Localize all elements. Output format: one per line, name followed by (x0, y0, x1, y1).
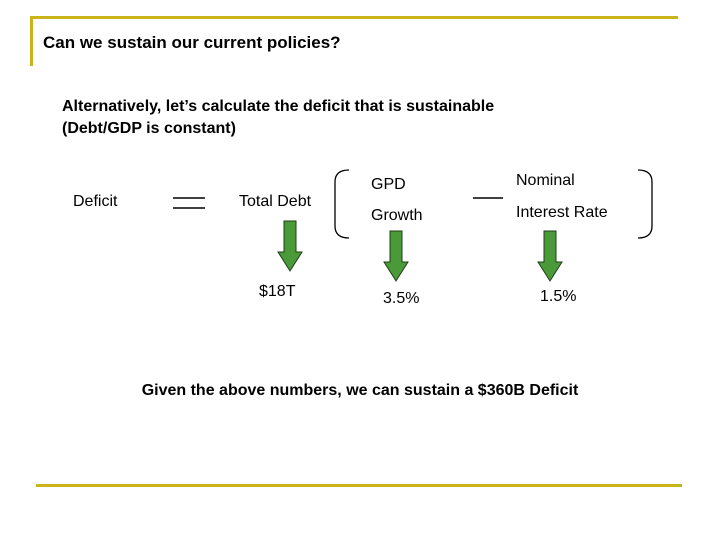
gdp-label-bottom: Growth (371, 207, 423, 224)
growth-value: 3.5% (383, 290, 420, 307)
down-arrow-icon (277, 220, 303, 272)
intro-text: Alternatively, let’s calculate the defic… (62, 96, 622, 140)
rate-label-top: Nominal (516, 172, 575, 189)
left-paren (334, 169, 350, 239)
debt-value: $18T (259, 283, 296, 300)
intro-line-2: (Debt/GDP is constant) (62, 120, 236, 137)
rate-label-bottom: Interest Rate (516, 204, 608, 221)
conclusion-text: Given the above numbers, we can sustain … (141, 382, 579, 399)
down-arrow-icon (537, 230, 563, 282)
title-accent-line-top (30, 16, 678, 19)
slide-title: Can we sustain our current policies? (43, 33, 341, 52)
deficit-label: Deficit (73, 193, 118, 210)
total-debt-label: Total Debt (239, 193, 312, 210)
minus-sign (473, 197, 503, 199)
right-paren (637, 169, 653, 239)
gdp-label-top: GPD (371, 176, 406, 193)
intro-line-1: Alternatively, let’s calculate the defic… (62, 98, 495, 115)
title-accent-line-left (30, 16, 33, 66)
down-arrow-icon (383, 230, 409, 282)
rate-value: 1.5% (540, 288, 577, 305)
equals-sign (173, 197, 205, 209)
bottom-accent-line (36, 484, 682, 487)
